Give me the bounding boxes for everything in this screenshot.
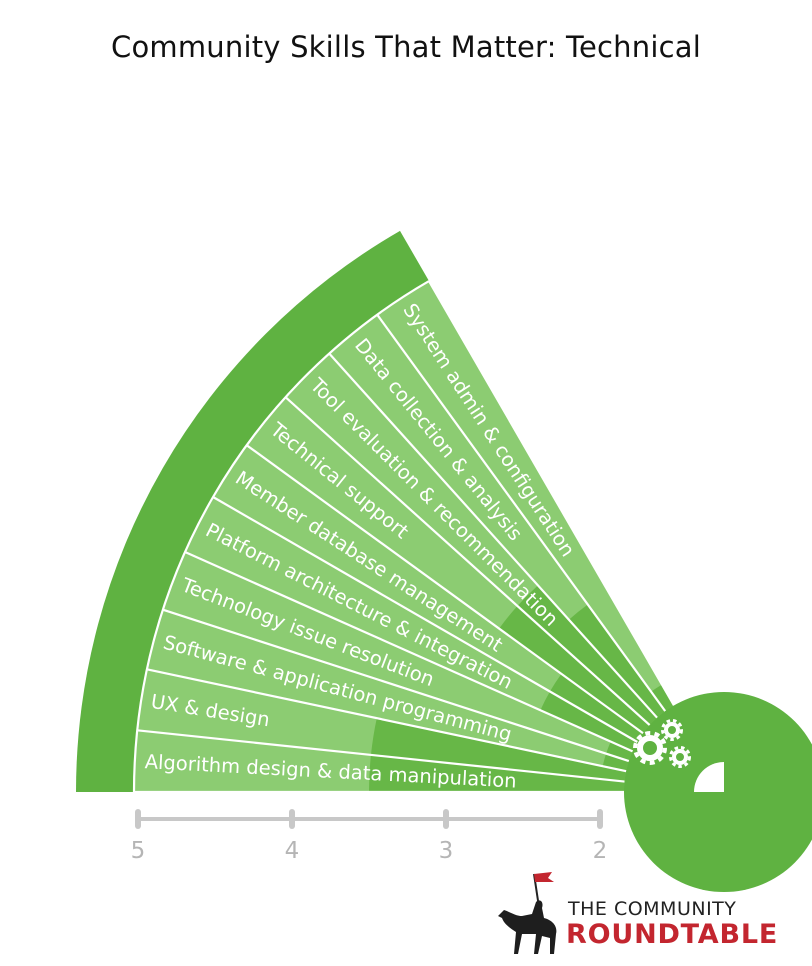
value-bar bbox=[606, 741, 633, 762]
wedge-divider bbox=[184, 551, 634, 753]
chart-title: Community Skills That Matter: Technical bbox=[111, 30, 701, 64]
wedge-outer-edge bbox=[132, 280, 430, 793]
value-bar bbox=[568, 604, 666, 718]
logo-line-1: THE COMMUNITY bbox=[568, 898, 737, 920]
value-bars bbox=[369, 585, 674, 792]
wedge-divider bbox=[428, 280, 675, 706]
gear-icon bbox=[633, 719, 691, 768]
wedge-divider bbox=[328, 352, 658, 719]
axis-tick-label: 5 bbox=[131, 838, 146, 864]
wedge-divider bbox=[376, 314, 667, 712]
axis-tick-label: 3 bbox=[439, 838, 454, 864]
value-bar bbox=[370, 718, 627, 782]
x-axis: 5 4 3 2 bbox=[131, 809, 608, 864]
wedge-dividers bbox=[132, 280, 675, 794]
wedge-divider bbox=[146, 668, 627, 773]
axis-tick-label: 2 bbox=[593, 838, 608, 864]
flag-icon bbox=[534, 872, 554, 882]
wedge-background bbox=[213, 445, 644, 742]
wedge-divider bbox=[284, 396, 651, 726]
wedge-divider bbox=[246, 444, 644, 735]
wedge-background bbox=[146, 609, 629, 772]
logo-line-2: ROUNDTABLE bbox=[566, 919, 779, 950]
hub-cutout bbox=[694, 762, 724, 792]
wedge-background bbox=[185, 497, 638, 752]
value-bar bbox=[369, 754, 625, 792]
wedge-divider bbox=[212, 496, 638, 743]
knight-icon bbox=[498, 872, 557, 954]
community-roundtable-logo: THE COMMUNITY ROUNDTABLE bbox=[496, 868, 806, 958]
value-bar bbox=[549, 673, 644, 742]
value-bar bbox=[499, 605, 650, 734]
value-bar bbox=[651, 684, 674, 712]
gear-hub bbox=[624, 692, 812, 892]
wedge-divider bbox=[137, 729, 625, 783]
value-bar bbox=[517, 585, 658, 726]
wedge-divider bbox=[162, 608, 630, 763]
wedge-background bbox=[162, 552, 633, 762]
value-bar bbox=[540, 691, 638, 752]
wedge-background bbox=[377, 281, 674, 712]
axis-tick-label: 4 bbox=[285, 838, 300, 864]
